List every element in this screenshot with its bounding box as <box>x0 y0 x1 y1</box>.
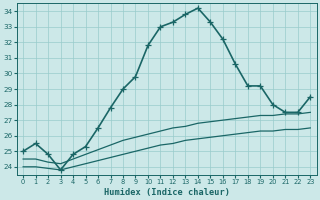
X-axis label: Humidex (Indice chaleur): Humidex (Indice chaleur) <box>104 188 230 197</box>
